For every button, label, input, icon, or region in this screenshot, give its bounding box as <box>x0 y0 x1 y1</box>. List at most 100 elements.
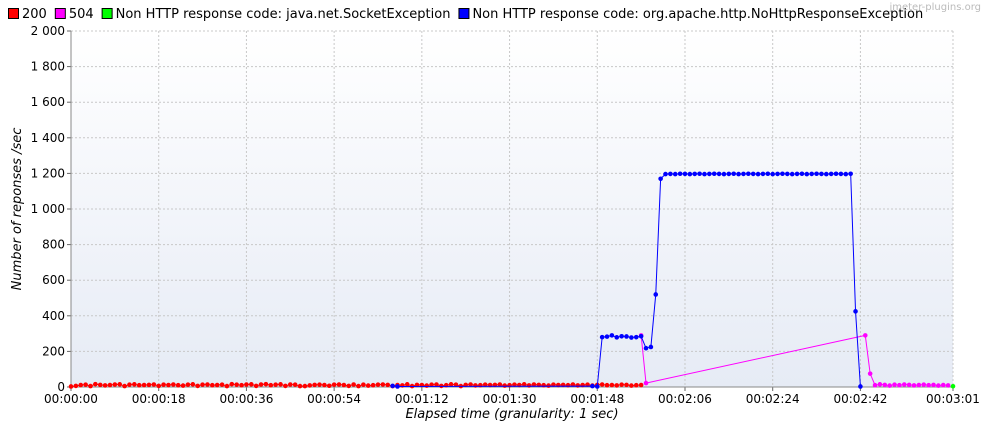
data-point <box>336 382 342 387</box>
data-point <box>609 333 615 338</box>
data-point <box>258 382 264 387</box>
data-point <box>195 383 200 389</box>
data-point <box>648 344 654 350</box>
data-point <box>901 382 907 387</box>
data-point <box>862 333 868 338</box>
data-point <box>244 382 249 387</box>
data-point <box>604 334 610 339</box>
data-point <box>365 383 371 388</box>
data-point <box>750 171 756 177</box>
data-point <box>619 333 624 339</box>
data-point <box>78 382 84 388</box>
data-point <box>453 382 459 387</box>
data-point <box>668 171 673 177</box>
legend-label: 504 <box>69 7 94 22</box>
data-point <box>375 382 381 387</box>
data-point <box>692 171 698 177</box>
data-point <box>911 383 917 388</box>
data-point <box>502 383 507 388</box>
watermark: jmeter-plugins.org <box>888 2 981 13</box>
data-point <box>716 171 722 177</box>
data-point <box>804 171 810 177</box>
data-point <box>565 382 571 388</box>
data-point <box>287 382 293 387</box>
data-point <box>614 383 620 388</box>
data-point <box>404 382 410 387</box>
data-point <box>882 382 888 388</box>
data-point <box>819 171 824 177</box>
y-tick-label: 400 <box>42 309 65 323</box>
data-point <box>590 383 595 389</box>
y-tick-label: 1 200 <box>31 166 65 180</box>
data-point <box>356 383 361 389</box>
data-point <box>575 383 581 388</box>
data-point <box>526 383 532 388</box>
data-point <box>897 382 902 388</box>
data-point <box>370 382 376 388</box>
data-point <box>263 381 269 387</box>
data-point <box>141 382 147 388</box>
data-point <box>210 382 215 388</box>
data-point <box>594 384 600 389</box>
data-point <box>317 382 322 387</box>
data-point <box>755 171 761 177</box>
data-point <box>867 371 873 376</box>
data-point <box>322 382 327 388</box>
data-point <box>809 171 814 177</box>
data-point <box>789 171 795 177</box>
data-point <box>633 382 639 388</box>
series-line <box>392 173 861 388</box>
data-point <box>687 171 693 177</box>
data-point <box>248 382 254 387</box>
series-2 <box>950 383 956 389</box>
data-point <box>921 382 927 387</box>
data-point <box>88 383 93 389</box>
x-tick-label: 00:02:24 <box>746 392 800 406</box>
y-tick-label: 1 800 <box>31 60 65 74</box>
data-point <box>765 171 771 177</box>
data-point <box>828 171 834 177</box>
data-point <box>278 382 283 387</box>
data-point <box>127 382 132 387</box>
data-point <box>877 382 883 387</box>
data-point <box>112 382 118 387</box>
x-axis-title: Elapsed time (granularity: 1 sec) <box>405 407 618 422</box>
data-point <box>609 382 615 388</box>
data-point <box>682 171 688 177</box>
data-point <box>799 171 805 177</box>
data-point <box>643 345 649 351</box>
data-point <box>166 382 171 388</box>
data-point <box>833 171 839 177</box>
data-point <box>521 382 527 387</box>
data-point <box>107 382 113 388</box>
data-point <box>473 383 478 388</box>
data-point <box>599 382 605 387</box>
data-point <box>741 171 746 177</box>
legend-label: Non HTTP response code: org.apache.http.… <box>472 7 923 22</box>
data-point <box>312 382 317 388</box>
data-point <box>273 382 278 387</box>
data-point <box>224 383 230 389</box>
data-point <box>638 382 644 388</box>
data-point <box>931 382 936 388</box>
legend-item: 200 <box>8 7 47 22</box>
data-point <box>136 382 142 388</box>
data-point <box>838 171 844 177</box>
data-point <box>663 171 668 177</box>
y-tick-label: 0 <box>57 380 65 394</box>
legend-label: Non HTTP response code: java.net.SocketE… <box>116 7 451 22</box>
data-point <box>292 382 298 387</box>
data-point <box>775 171 780 177</box>
y-tick-label: 600 <box>42 273 65 287</box>
data-point <box>643 380 649 386</box>
data-point <box>711 171 717 177</box>
data-point <box>746 171 751 177</box>
legend-item: 504 <box>54 7 94 22</box>
data-point <box>653 292 659 297</box>
data-point <box>843 171 849 177</box>
data-point <box>507 382 512 388</box>
data-point <box>721 171 727 177</box>
data-point <box>731 171 737 177</box>
data-point <box>97 382 103 388</box>
series-1 <box>638 333 951 388</box>
